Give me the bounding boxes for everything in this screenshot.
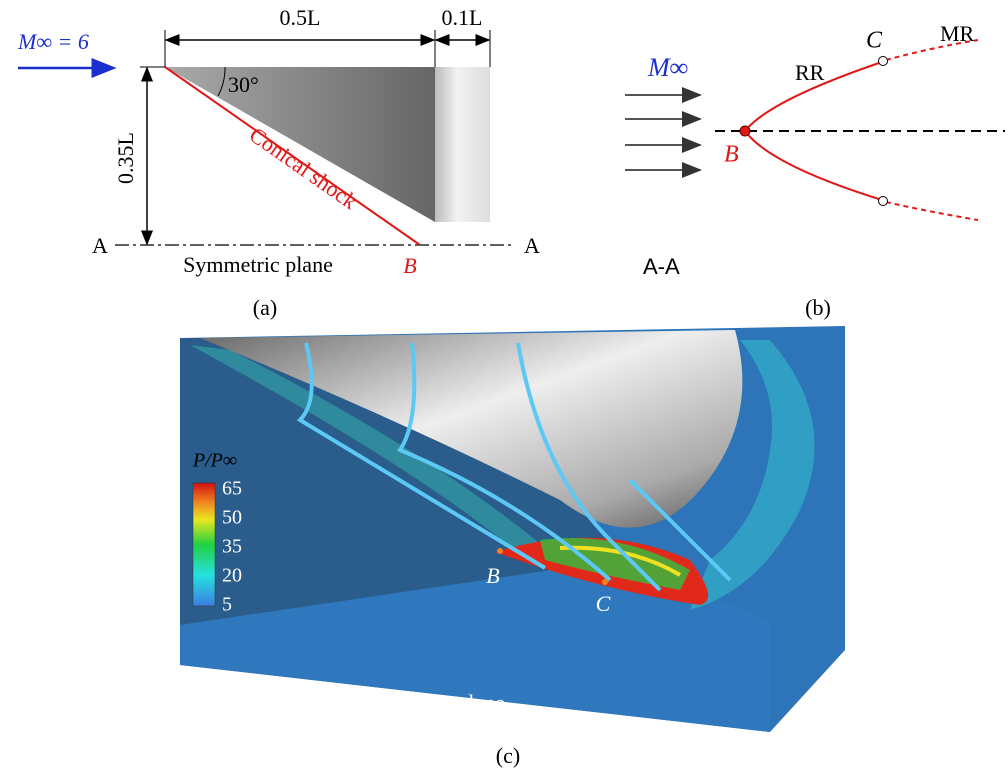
cylinder bbox=[435, 67, 490, 222]
cone bbox=[165, 67, 435, 222]
caption: (a) bbox=[253, 295, 277, 320]
dim-label: 0.35L bbox=[113, 132, 138, 184]
panel-a: M∞ = 6 0.5L 0.1L 0.35L 30° A A Symmetric… bbox=[17, 5, 540, 320]
dim-label: 0.5L bbox=[280, 5, 321, 30]
plane-label: Symmetric plane bbox=[183, 252, 333, 277]
point-label: B bbox=[724, 142, 739, 168]
panel-b: M∞ RR C MR B A-A (b) bbox=[625, 21, 1005, 320]
dim-label: 0.1L bbox=[442, 5, 483, 30]
plane-label: Symmetric plane bbox=[355, 690, 505, 715]
point-c bbox=[602, 579, 608, 585]
mr-label: MR bbox=[940, 21, 975, 46]
colorbar-tick-label: 50 bbox=[222, 507, 242, 529]
colorbar-tick-label: 5 bbox=[222, 594, 232, 616]
panel-c: P/P∞ 65 50 35 20 5 B C Symmetric plane (c) bbox=[180, 326, 845, 768]
mach-stem bbox=[886, 202, 978, 220]
section-label: A bbox=[524, 233, 540, 258]
colorbar-tick-label: 35 bbox=[222, 536, 242, 558]
section-label: A-A bbox=[643, 254, 680, 279]
colorbar-title: P/P∞ bbox=[192, 450, 237, 472]
colorbar-tick-label: 65 bbox=[222, 478, 242, 500]
caption: (b) bbox=[805, 295, 831, 320]
mach-label: M∞ bbox=[647, 53, 688, 82]
section-label: A bbox=[92, 233, 108, 258]
figure: M∞ = 6 0.5L 0.1L 0.35L 30° A A Symmetric… bbox=[0, 0, 1008, 773]
colorbar bbox=[193, 483, 215, 606]
point-c bbox=[879, 197, 888, 206]
point-label: B bbox=[403, 253, 416, 278]
angle-label: 30° bbox=[228, 72, 259, 97]
page: M∞ = 6 0.5L 0.1L 0.35L 30° A A Symmetric… bbox=[0, 0, 1008, 773]
point-b bbox=[740, 126, 750, 136]
point-c bbox=[879, 57, 888, 66]
caption: (c) bbox=[496, 743, 520, 768]
point-label: C bbox=[866, 28, 883, 54]
point-b bbox=[497, 548, 503, 554]
point-label: B bbox=[486, 563, 499, 588]
colorbar-tick-label: 20 bbox=[222, 565, 242, 587]
point-label: C bbox=[596, 591, 611, 616]
mach-label: M∞ = 6 bbox=[17, 29, 89, 54]
rr-label: RR bbox=[795, 60, 825, 85]
